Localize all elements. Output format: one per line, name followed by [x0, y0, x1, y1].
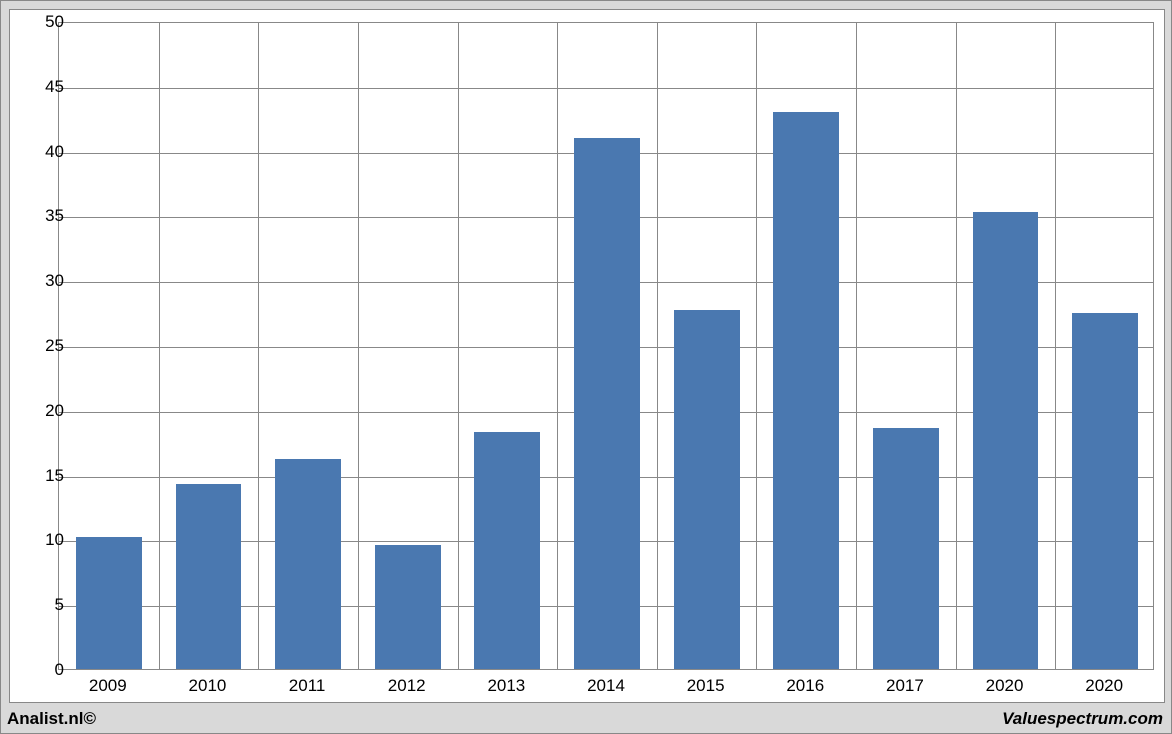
y-tick-label: 10 [20, 530, 64, 550]
gridline-v [358, 23, 359, 669]
gridline-v [756, 23, 757, 669]
bar [474, 432, 540, 669]
gridline-v [557, 23, 558, 669]
footer-right-credit: Valuespectrum.com [1002, 709, 1163, 729]
x-tick-label: 2020 [986, 676, 1024, 696]
x-tick-label: 2016 [786, 676, 824, 696]
footer-left-credit: Analist.nl© [7, 709, 96, 729]
y-tick-label: 40 [20, 142, 64, 162]
x-tick-label: 2012 [388, 676, 426, 696]
y-tick-label: 30 [20, 271, 64, 291]
y-tick-label: 15 [20, 466, 64, 486]
bar [1072, 313, 1138, 669]
gridline-h [59, 88, 1153, 89]
x-tick-label: 2011 [289, 676, 326, 696]
y-tick-label: 5 [20, 595, 64, 615]
bar [275, 459, 341, 669]
x-tick-label: 2017 [886, 676, 924, 696]
bar [873, 428, 939, 669]
plot-frame: 0 5 10 15 20 25 30 35 40 45 50 2009 2010 2011 2012 2013… [9, 9, 1165, 703]
x-tick-label: 2009 [89, 676, 127, 696]
x-tick-label: 2020 [1085, 676, 1123, 696]
x-tick-label: 2015 [687, 676, 725, 696]
y-tick-label: 25 [20, 336, 64, 356]
bar [176, 484, 242, 669]
bar [674, 310, 740, 669]
gridline-v [657, 23, 658, 669]
bar [76, 537, 142, 669]
bar [574, 138, 640, 669]
gridline-v [956, 23, 957, 669]
gridline-v [1055, 23, 1056, 669]
gridline-v [856, 23, 857, 669]
plot-area [58, 22, 1154, 670]
y-tick-label: 35 [20, 206, 64, 226]
y-tick-label: 0 [20, 660, 64, 680]
bar [773, 112, 839, 669]
gridline-v [258, 23, 259, 669]
y-tick-label: 20 [20, 401, 64, 421]
gridline-v [159, 23, 160, 669]
y-tick-label: 45 [20, 77, 64, 97]
y-tick-label: 50 [20, 12, 64, 32]
gridline-v [458, 23, 459, 669]
chart-outer-frame: 0 5 10 15 20 25 30 35 40 45 50 2009 2010 2011 2012 2013… [0, 0, 1172, 734]
bar [973, 212, 1039, 669]
bar [375, 545, 441, 669]
x-tick-label: 2010 [189, 676, 227, 696]
x-tick-label: 2013 [487, 676, 525, 696]
x-tick-label: 2014 [587, 676, 625, 696]
